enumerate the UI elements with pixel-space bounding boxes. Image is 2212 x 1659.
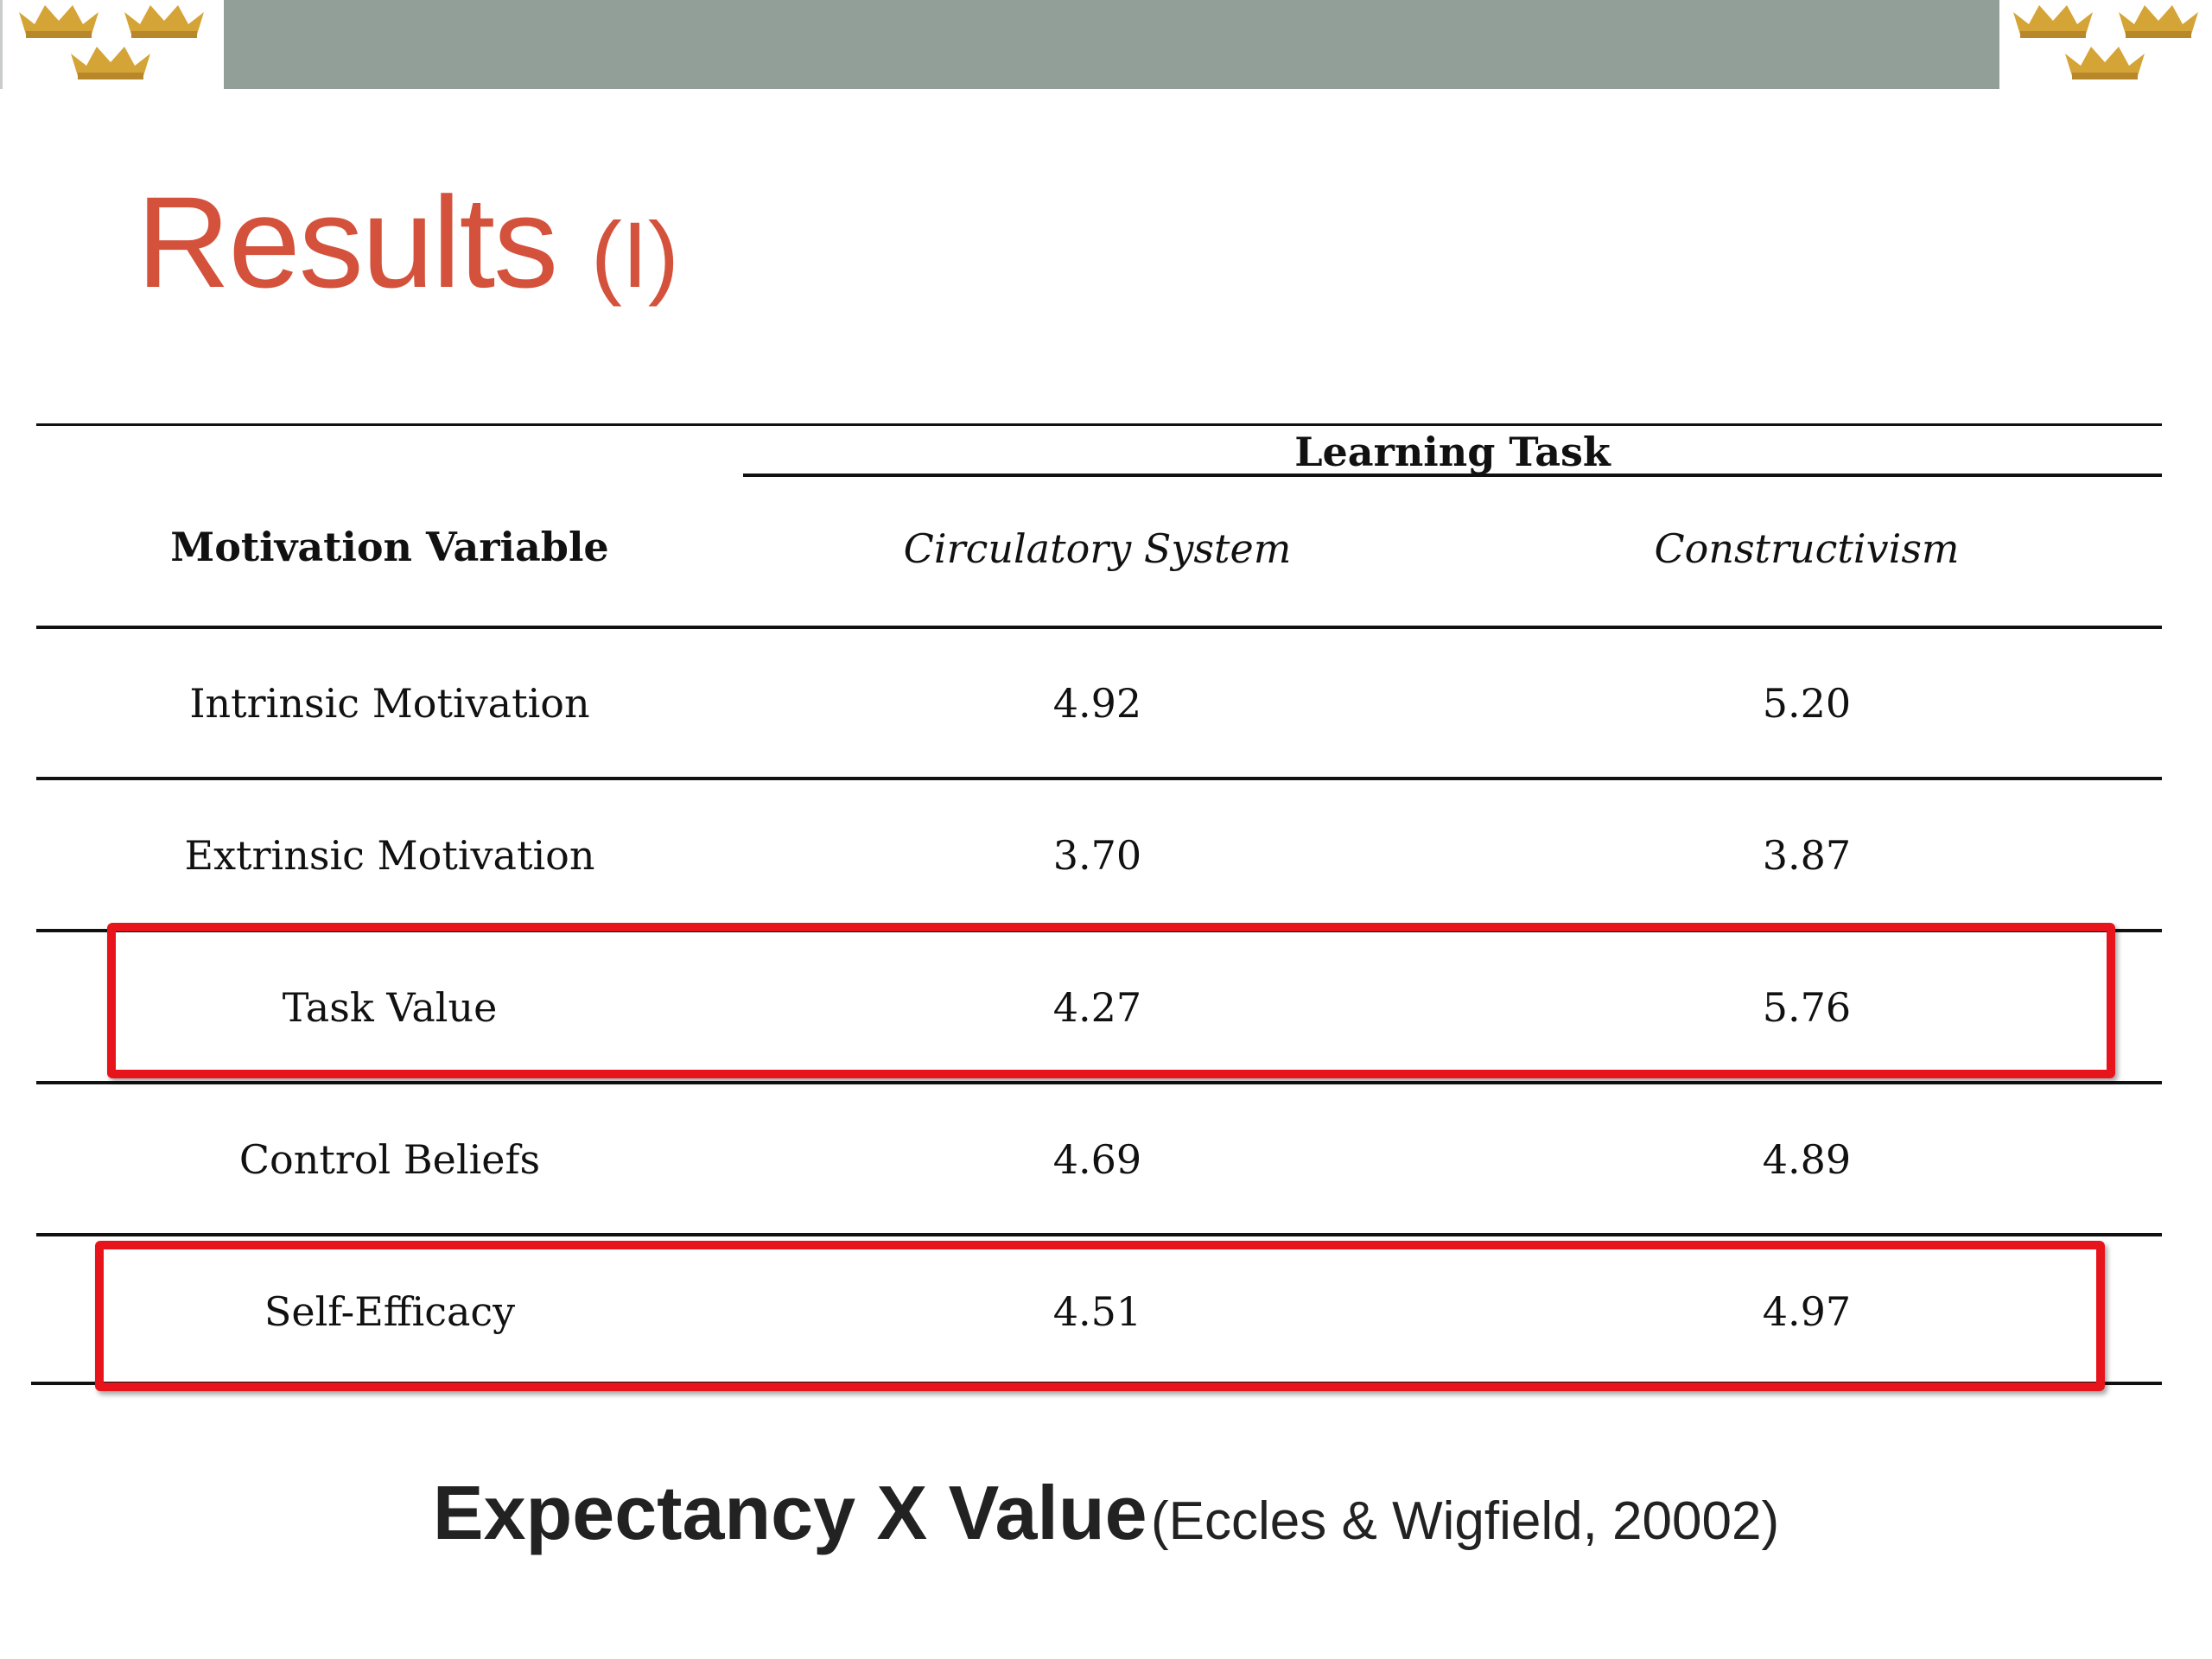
footer-citation: (Eccles & Wigfield, 20002): [1151, 1491, 1780, 1551]
table-cell: 4.51: [1052, 1288, 1142, 1335]
table-cell: 4.69: [1052, 1136, 1142, 1183]
crown-icon: [19, 5, 99, 38]
three-crowns-logo-left: [0, 0, 224, 89]
header-bar: [224, 0, 1999, 89]
three-crowns-logo-right: [1999, 0, 2212, 89]
highlight-box-self-efficacy: [95, 1241, 2105, 1391]
table-cell: 3.70: [1052, 832, 1142, 879]
table-cell: 5.20: [1762, 680, 1852, 727]
row-label-self-efficacy: Self-Efficacy: [264, 1288, 516, 1335]
slide-title: Results (I): [137, 177, 679, 307]
row-rule: [36, 1233, 2162, 1236]
column-header-constructivism: Constructivism: [1654, 525, 1960, 572]
footer-caption: Expectancy X Value (Eccles & Wigfield, 2…: [0, 1469, 2212, 1557]
table-cell: 5.76: [1762, 984, 1852, 1031]
row-header: Motivation Variable: [170, 524, 609, 570]
highlight-box-task-value: [107, 923, 2115, 1078]
header-bottom-rule: [36, 626, 2162, 629]
footer-main-text: Expectancy X Value: [432, 1470, 1147, 1555]
table-cell: 4.92: [1052, 680, 1142, 727]
table-top-rule: [36, 423, 2162, 426]
slide-title-sub: (I): [590, 202, 679, 307]
group-header: Learning Task: [1294, 429, 1611, 475]
slide-title-main: Results: [137, 169, 558, 315]
crown-icon: [2119, 5, 2198, 38]
row-label-task-value: Task Value: [282, 984, 498, 1031]
crown-icon: [2013, 5, 2093, 38]
column-header-circulatory-system: Circulatory System: [903, 525, 1292, 572]
row-rule: [36, 777, 2162, 780]
crown-icon: [2065, 47, 2145, 79]
row-label-extrinsic-motivation: Extrinsic Motivation: [184, 832, 595, 879]
row-label-intrinsic-motivation: Intrinsic Motivation: [189, 680, 590, 727]
table-cell: 4.97: [1762, 1288, 1852, 1335]
group-header-rule: [743, 474, 2162, 477]
crown-icon: [71, 47, 150, 79]
table-cell: 4.27: [1052, 984, 1142, 1031]
row-rule: [36, 1081, 2162, 1084]
table-cell: 3.87: [1762, 832, 1852, 879]
crown-icon: [124, 5, 204, 38]
row-label-control-beliefs: Control Beliefs: [238, 1136, 541, 1183]
table-cell: 4.89: [1762, 1136, 1852, 1183]
